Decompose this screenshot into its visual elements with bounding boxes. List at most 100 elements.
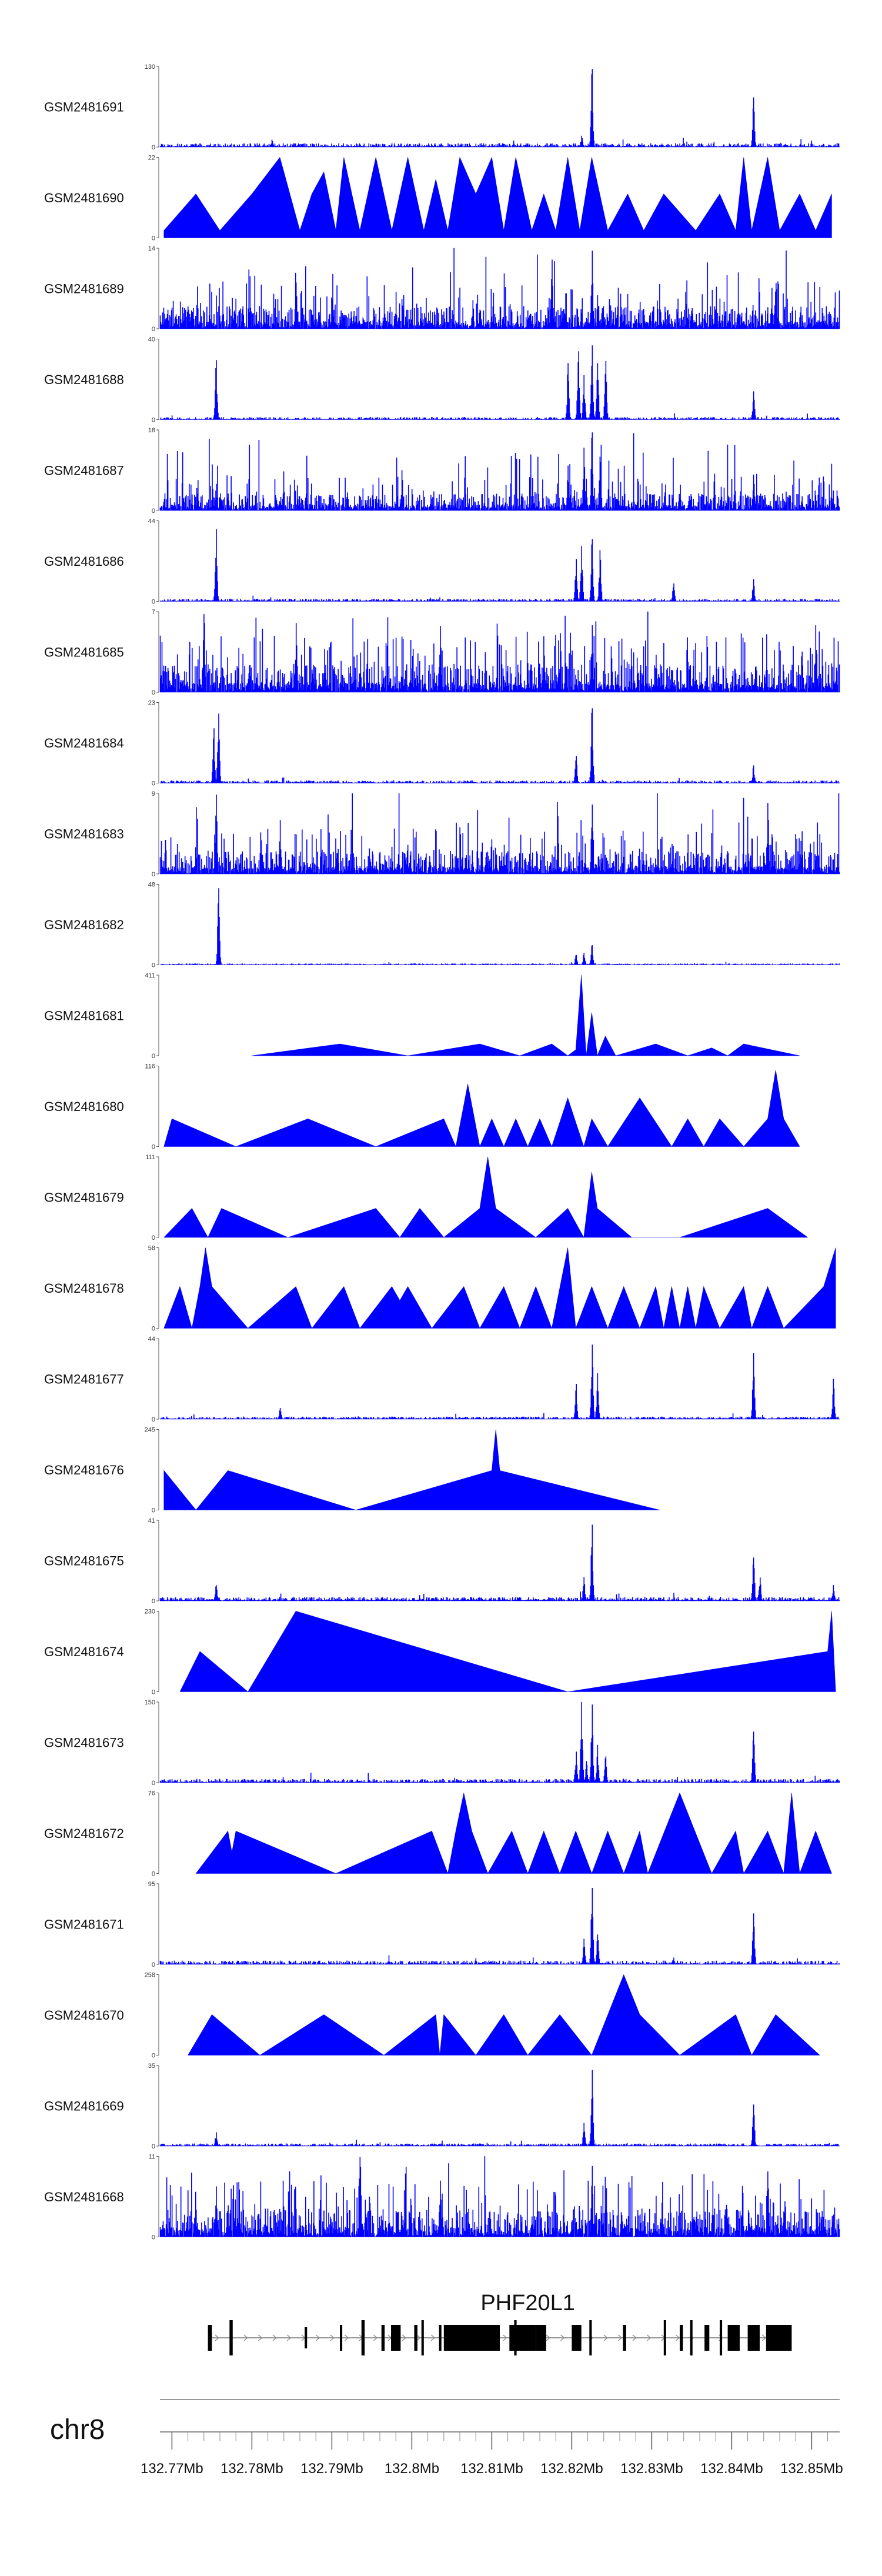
track-gsm2481685: GSM2481685 7 0 [44,609,840,696]
exon-block [443,2325,500,2351]
y-max-label: 76 [148,1790,155,1797]
y-max-label: 41 [148,1517,155,1524]
y-min-label: 0 [152,1416,155,1423]
y-min-label: 0 [152,689,155,696]
y-min-label: 0 [152,144,155,151]
track-label: GSM2481691 [44,100,124,115]
coverage-area [159,1524,840,1601]
coverage-area [159,1701,840,1783]
coverage-area [163,156,832,238]
track-gsm2481688: GSM2481688 40 0 [44,336,840,424]
track-label: GSM2481687 [44,463,124,478]
exon-block [439,2325,442,2351]
exon-block [509,2325,536,2351]
strand-arrow [258,2334,263,2341]
track-gsm2481686: GSM2481686 44 0 [44,518,840,606]
track-label: GSM2481690 [44,191,124,205]
y-min-label: 0 [152,235,155,242]
coverage-area [159,708,840,783]
track-label: GSM2481673 [44,1736,124,1750]
track-label: GSM2481676 [44,1463,124,1477]
track-label: GSM2481680 [44,1099,124,1114]
coverage-area [163,1070,800,1147]
exon-block [690,2320,693,2355]
x-tick-label: 132.82Mb [540,2461,603,2477]
strand-arrow [272,2334,277,2341]
coverage-tracks: GSM2481691 130 0 GSM2481690 22 0 GSM2481689 14 0… [44,64,840,2241]
track-label: GSM2481672 [44,1826,124,1841]
genome-axis: chr8 132.77Mb 132.78Mb 132.79Mb 132.8Mb 132.… [50,2399,843,2477]
strand-arrow [646,2334,652,2341]
exon-block [704,2325,710,2351]
y-max-label: 9 [152,790,155,798]
y-max-label: 7 [152,609,155,616]
coverage-area [188,1974,820,2056]
track-label: GSM2481685 [44,645,124,660]
coverage-area [159,248,840,329]
strand-arrow [503,2334,507,2341]
track-label: GSM2481682 [44,917,124,932]
strand-arrow [632,2334,637,2341]
track-gsm2481691: GSM2481691 130 0 [44,64,840,151]
coverage-area [159,2156,840,2237]
y-min-label: 0 [152,780,155,788]
track-label: GSM2481677 [44,1372,124,1387]
y-max-label: 23 [148,700,155,707]
track-label: GSM2481668 [44,2190,124,2204]
track-label: GSM2481688 [44,372,124,387]
y-min-label: 0 [152,1689,155,1696]
track-label: GSM2481679 [44,1190,124,1205]
strand-arrow [416,2334,421,2341]
track-gsm2481682: GSM2481682 48 0 [44,882,840,969]
exon-block [421,2320,424,2355]
y-min-label: 0 [152,508,155,515]
y-max-label: 44 [148,518,155,525]
y-min-label: 0 [152,417,155,424]
exon-block [589,2320,592,2355]
track-gsm2481669: GSM2481669 35 0 [44,2063,840,2150]
exon-block [623,2325,626,2351]
coverage-area [163,1247,836,1329]
track-gsm2481680: GSM2481680 116 0 [44,1063,800,1151]
track-gsm2481684: GSM2481684 23 0 [44,700,840,788]
x-tick-label: 132.77Mb [141,2461,203,2477]
y-max-label: 18 [148,427,155,434]
strand-arrow [315,2334,320,2341]
exon-block [727,2325,740,2351]
track-label: GSM2481683 [44,827,124,842]
y-min-label: 0 [152,599,155,606]
track-label: GSM2481671 [44,1917,124,1932]
exon-block [536,2325,546,2351]
strand-arrow [373,2334,378,2341]
track-gsm2481689: GSM2481689 14 0 [44,245,840,333]
track-gsm2481677: GSM2481677 44 0 [44,1336,840,1423]
x-tick-label: 132.84Mb [700,2461,763,2477]
track-gsm2481670: GSM2481670 258 0 [44,1972,820,2060]
y-min-label: 0 [152,1144,155,1151]
track-gsm2481690: GSM2481690 22 0 [44,155,832,242]
y-min-label: 0 [152,1871,155,1878]
x-tick-label: 132.78Mb [220,2461,283,2477]
x-tick-label: 132.79Mb [300,2461,363,2477]
track-gsm2481679: GSM2481679 111 0 [44,1154,808,1242]
strand-arrow [430,2334,436,2341]
coverage-area [159,432,840,511]
exon-block [414,2325,417,2351]
y-max-label: 48 [148,882,155,889]
exon-block [572,2325,582,2351]
track-gsm2481674: GSM2481674 230 0 [44,1609,836,1696]
track-gsm2481673: GSM2481673 150 0 [44,1699,840,1787]
coverage-area [159,1888,840,1965]
y-max-label: 35 [148,2063,155,2070]
coverage-area [159,2070,840,2147]
x-tick-label: 132.83Mb [620,2461,683,2477]
coverage-area [159,69,840,148]
y-min-label: 0 [152,1507,155,1514]
track-label: GSM2481669 [44,2099,124,2114]
x-tick-label: 132.85Mb [780,2461,843,2477]
track-label: GSM2481675 [44,1554,124,1569]
exon-block [663,2320,666,2355]
exon-block [747,2325,760,2351]
gene-model-track: PHF20L1 [208,2291,792,2355]
